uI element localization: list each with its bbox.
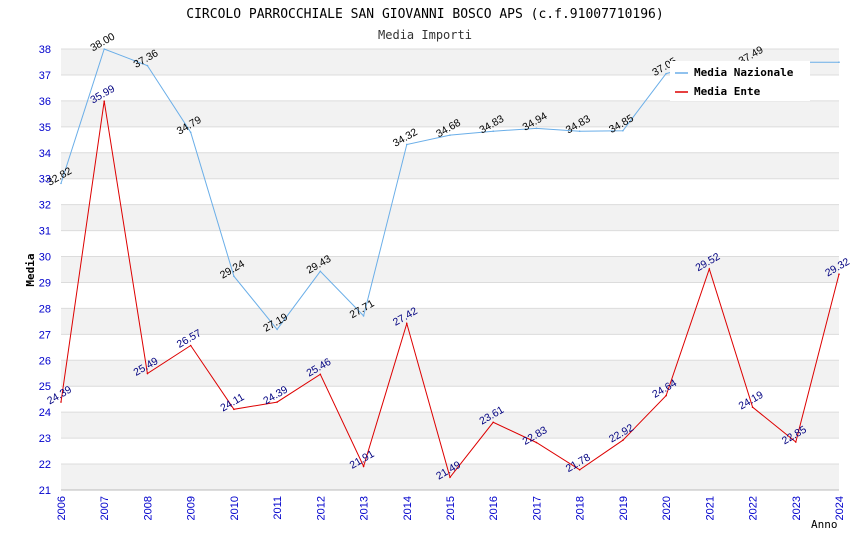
- y-tick-label: 35: [39, 122, 51, 134]
- data-point: [838, 61, 840, 64]
- data-point: [276, 401, 278, 403]
- y-tick-label: 34: [39, 148, 51, 160]
- data-point: [405, 143, 408, 146]
- data-point: [622, 439, 624, 441]
- x-tick-label: 2008: [142, 496, 154, 520]
- grid-band: [61, 282, 839, 309]
- y-tick-label: 33: [39, 174, 51, 186]
- data-point: [665, 394, 667, 397]
- x-tick-label: 2024: [834, 496, 846, 520]
- x-tick-label: 2012: [315, 496, 327, 520]
- data-point: [751, 406, 754, 409]
- data-point: [838, 273, 840, 275]
- y-tick-label: 30: [39, 252, 51, 264]
- x-axis-label: Anno: [811, 518, 838, 531]
- x-tick-label: 2019: [618, 496, 630, 520]
- y-tick-label: 26: [39, 355, 51, 367]
- grid-band: [61, 256, 839, 283]
- y-tick-label: 31: [39, 226, 51, 238]
- grid-band: [61, 438, 839, 465]
- y-tick-label: 25: [39, 381, 51, 393]
- data-point: [189, 344, 192, 347]
- grid-band: [61, 100, 839, 127]
- y-tick-label: 21: [39, 485, 51, 497]
- x-tick-label: 2006: [56, 496, 68, 520]
- grid-band: [61, 412, 839, 439]
- chart-title: CIRCOLO PARROCCHIALE SAN GIOVANNI BOSCO …: [186, 7, 663, 22]
- legend-label-media-nazionale: Media Nazionale: [694, 66, 794, 79]
- data-point: [362, 465, 365, 468]
- data-point: [535, 127, 538, 130]
- y-tick-label: 32: [39, 200, 51, 212]
- data-point: [708, 268, 711, 270]
- data-point: [146, 372, 149, 375]
- data-point: [578, 468, 581, 471]
- data-point: [492, 130, 495, 133]
- legend-box: [670, 61, 810, 101]
- data-point: [665, 72, 667, 75]
- grid-band: [61, 386, 839, 413]
- chart-subtitle: Media Importi: [378, 28, 472, 42]
- y-axis-label: Media: [24, 253, 37, 286]
- data-point: [146, 64, 149, 67]
- grid-band: [61, 334, 839, 361]
- data-point: [60, 401, 62, 403]
- x-tick-label: 2007: [99, 496, 111, 520]
- grid-bands: [61, 48, 839, 491]
- y-tick-label: 37: [39, 70, 51, 82]
- data-point: [189, 131, 192, 134]
- x-tick-label: 2009: [186, 496, 198, 520]
- data-point: [319, 373, 322, 376]
- grid-band: [61, 178, 839, 205]
- x-tick-label: 2010: [229, 496, 241, 520]
- data-point: [233, 408, 235, 411]
- y-tick-label: 36: [39, 96, 51, 108]
- x-tick-labels: 2006 2007 2008 2009 2010 2011 2012 2013 2014 2015…: [56, 496, 846, 520]
- data-point: [319, 270, 322, 273]
- data-point: [233, 275, 235, 278]
- data-point: [492, 421, 495, 424]
- data-point: [362, 315, 365, 317]
- x-tick-label: 2023: [791, 496, 803, 520]
- data-point: [103, 48, 106, 50]
- y-tick-label: 23: [39, 433, 51, 445]
- data-point: [578, 130, 581, 133]
- grid-band: [61, 152, 839, 179]
- data-point: [103, 100, 106, 102]
- y-tick-label: 29: [39, 277, 51, 289]
- data-point: [622, 129, 624, 132]
- y-tick-label: 24: [39, 407, 51, 419]
- y-tick-label: 27: [39, 329, 51, 341]
- legend: Media Nazionale Media Ente: [670, 61, 810, 101]
- data-point: [449, 134, 451, 136]
- x-tick-label: 2018: [575, 496, 587, 520]
- grid-band: [61, 204, 839, 231]
- x-tick-label: 2016: [488, 496, 500, 520]
- grid-band: [61, 360, 839, 387]
- x-tick-label: 2021: [704, 496, 716, 520]
- data-point: [60, 182, 62, 185]
- data-point: [276, 328, 278, 331]
- x-tick-label: 2020: [661, 496, 673, 520]
- grid-band: [61, 126, 839, 153]
- x-tick-label: 2022: [748, 496, 760, 520]
- y-tick-labels: 21 22 23 24 25 26 27 28 29 30 31 32 33 34 35 36 37 38: [39, 44, 51, 497]
- x-tick-label: 2011: [272, 496, 284, 520]
- legend-label-media-ente: Media Ente: [694, 85, 761, 98]
- x-tick-label: 2014: [402, 496, 414, 520]
- grid-band: [61, 308, 839, 335]
- y-tick-label: 22: [39, 459, 51, 471]
- data-point: [449, 476, 451, 479]
- data-point: [535, 441, 538, 444]
- x-tick-label: 2013: [359, 496, 371, 520]
- grid-band: [61, 230, 839, 257]
- y-tick-label: 38: [39, 44, 51, 56]
- y-tick-label: 28: [39, 303, 51, 315]
- x-tick-label: 2015: [445, 496, 457, 520]
- data-point: [405, 322, 408, 325]
- data-point: [794, 441, 797, 443]
- x-tick-label: 2017: [531, 496, 543, 520]
